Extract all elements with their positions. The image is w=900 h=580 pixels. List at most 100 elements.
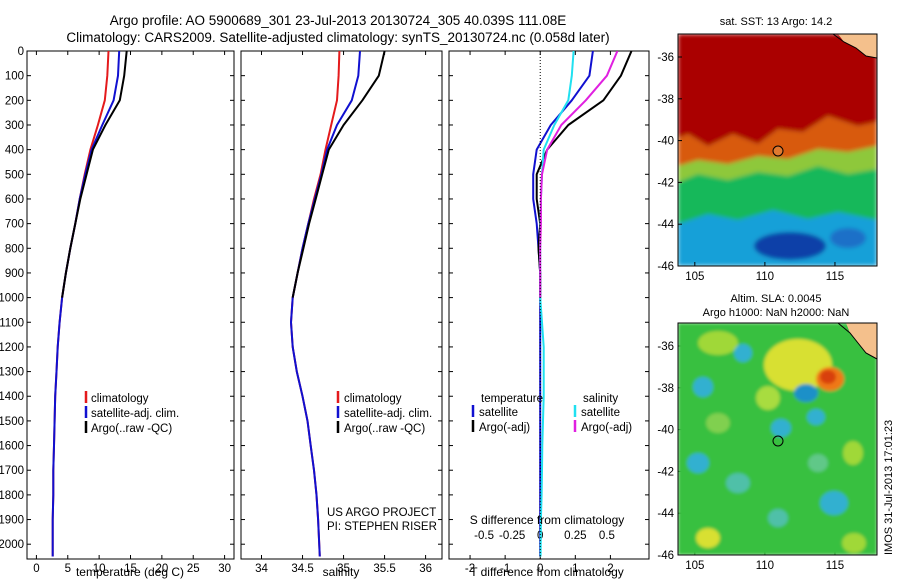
sla-map-title-line2: Argo h1000: NaN h2000: NaN [703, 307, 850, 319]
s-tick-label: 0.25 [564, 530, 586, 542]
map-lat-label: -40 [657, 136, 674, 148]
argo-location-marker [772, 435, 784, 447]
series-line [535, 51, 633, 298]
imos-timestamp: IMOS 31-Jul-2013 17:01:23 [883, 420, 895, 555]
x-tick-label: 20 [155, 563, 168, 575]
x-tick-label: 15 [124, 563, 137, 575]
s-tick-label: 0.5 [599, 530, 615, 542]
x-tick-label: 36 [419, 563, 432, 575]
legend-label-s-argo: Argo(-adj) [581, 422, 632, 434]
map-lat-label: -42 [657, 466, 674, 478]
x-tick-label: 0 [537, 563, 543, 575]
depth-tick-label: 1000 [0, 293, 24, 305]
x-tick-label: 34.5 [291, 563, 313, 575]
map-lat-label: -46 [657, 550, 674, 562]
legend-label-satellite: satellite-adj. clim. [91, 408, 179, 420]
legend-heading-temperature: temperature [481, 393, 543, 405]
map-lat-label: -38 [657, 383, 674, 395]
x-tick-label: 34 [255, 563, 268, 575]
map-lon-label: 110 [756, 560, 774, 572]
map-lat-label: -36 [657, 52, 674, 64]
depth-tick-label: 900 [5, 268, 24, 280]
salinity-series-group [290, 51, 386, 557]
depth-tick-label: 700 [5, 219, 24, 231]
legend-label-t-satellite: satellite [479, 407, 518, 419]
sst-map-canvas [678, 34, 877, 266]
depth-tick-label: 1200 [0, 342, 24, 354]
map-lon-label: 115 [826, 271, 844, 283]
x-tick-label: -1 [500, 563, 510, 575]
x-tick-label: 10 [93, 563, 106, 575]
difference-legend: temperature salinity satellite Argo(-adj… [471, 393, 632, 434]
map-lon-label: 105 [685, 560, 704, 572]
map-lon-label: 105 [685, 271, 704, 283]
map-lat-label: -38 [657, 94, 674, 106]
s-tick-label: -0.5 [474, 530, 494, 542]
depth-tick-label: 500 [5, 169, 24, 181]
series-line [291, 51, 386, 298]
argo-location-marker [772, 145, 784, 157]
legend-label-argo: Argo(..raw -QC) [344, 423, 425, 435]
legend-label-s-satellite: satellite [581, 407, 620, 419]
depth-tick-label: 100 [5, 71, 24, 83]
legend-label-satellite: satellite-adj. clim. [344, 408, 432, 420]
depth-tick-label: 1800 [0, 490, 24, 502]
map-lat-label: -46 [657, 261, 674, 273]
map-lat-label: -36 [657, 341, 674, 353]
map-lon-label: 110 [756, 271, 774, 283]
temperature-panel [26, 50, 235, 560]
legend-heading-salinity: salinity [583, 393, 618, 405]
legend-label-t-argo: Argo(-adj) [479, 422, 530, 434]
map-lat-label: -42 [657, 177, 674, 189]
sla-map-canvas [678, 323, 877, 555]
salinity-axis-label: salinity [323, 565, 360, 579]
depth-tick-label: 300 [5, 120, 24, 132]
salinity-legend: climatology satellite-adj. clim. Argo(..… [336, 391, 432, 435]
depth-tick-label: 1600 [0, 441, 24, 453]
x-tick-label: 1 [572, 563, 578, 575]
legend-label-argo: Argo(..raw -QC) [91, 423, 172, 435]
depth-tick-label: 0 [18, 46, 24, 58]
depth-tick-label: 1700 [0, 465, 24, 477]
x-tick-label: 30 [218, 563, 231, 575]
sla-map-title-line1: Altim. SLA: 0.0045 [730, 293, 821, 305]
map-lon-label: 115 [826, 560, 844, 572]
legend-label-climatology: climatology [344, 393, 402, 405]
figure-title-line1: Argo profile: AO 5900689_301 23-Jul-2013… [110, 13, 567, 28]
temperature-legend: climatology satellite-adj. clim. Argo(..… [84, 391, 179, 435]
x-tick-label: 35.5 [373, 563, 395, 575]
x-tick-label: 25 [187, 563, 200, 575]
depth-tick-label: 1100 [0, 317, 24, 329]
legend-label-climatology: climatology [91, 393, 149, 405]
depth-tick-label: 600 [5, 194, 24, 206]
s-tick-label: -0.25 [499, 530, 525, 542]
series-line [539, 51, 619, 298]
x-tick-label: 2 [607, 563, 613, 575]
depth-tick-label: 400 [5, 145, 24, 157]
sst-map [677, 33, 878, 267]
x-tick-label: 0 [33, 563, 39, 575]
map-lat-label: -40 [657, 425, 674, 437]
depth-tick-label: 200 [5, 95, 24, 107]
temperature-axis-label: temperature (deg C) [76, 565, 184, 579]
x-tick-label: -2 [465, 563, 475, 575]
x-tick-label: 5 [65, 563, 71, 575]
series-line [61, 51, 128, 298]
sla-map [677, 322, 878, 556]
depth-tick-label: 2000 [0, 539, 24, 551]
map-lat-label: -44 [657, 219, 674, 231]
difference-axis-label: T difference from climatology [470, 565, 624, 579]
project-note: US ARGO PROJECT [327, 507, 436, 519]
x-tick-label: 35 [337, 563, 350, 575]
sst-map-title: sat. SST: 13 Argo: 14.2 [720, 16, 833, 28]
temperature-series-group [51, 51, 128, 557]
depth-tick-label: 1400 [0, 391, 24, 403]
depth-tick-label: 1300 [0, 367, 24, 379]
figure-title-line2: Climatology: CARS2009. Satellite-adjuste… [66, 30, 609, 45]
pi-note: PI: STEPHEN RISER [327, 521, 437, 533]
depth-tick-label: 800 [5, 243, 24, 255]
depth-tick-label: 1900 [0, 515, 24, 527]
depth-tick-label: 1500 [0, 416, 24, 428]
